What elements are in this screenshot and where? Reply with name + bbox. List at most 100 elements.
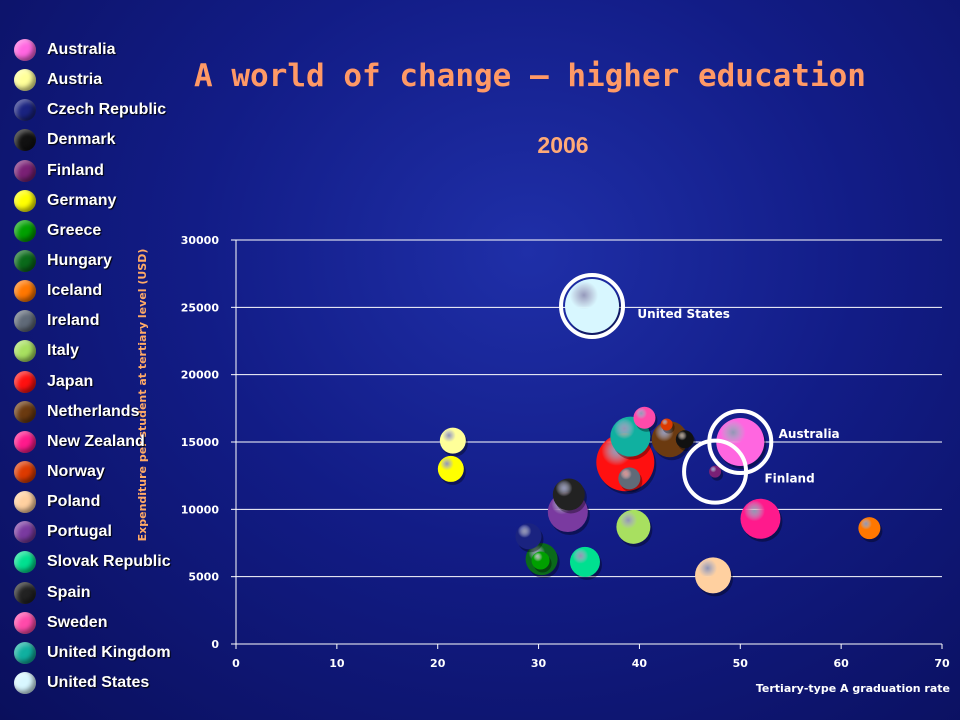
bubble-iceland — [858, 517, 881, 540]
bubble-spain — [552, 478, 585, 511]
legend-label: Norway — [47, 462, 105, 480]
legend-label: Japan — [47, 372, 94, 390]
legend-label: Sweden — [47, 613, 108, 631]
legend-item-italy: Italy — [14, 336, 79, 366]
bubble-italy — [616, 509, 651, 544]
legend-item-austria: Austria — [14, 65, 102, 95]
x-tick-label-70: 70 — [934, 657, 950, 670]
x-axis-label: Tertiary-type A graduation rate — [756, 682, 950, 695]
bubble-ireland — [618, 467, 641, 490]
y-tick-label-10000: 10000 — [181, 503, 220, 516]
x-tick-label-0: 0 — [232, 657, 240, 670]
legend-swatch — [14, 400, 36, 423]
legend-item-netherlands: Netherlands — [14, 397, 139, 427]
y-tick-label-30000: 30000 — [181, 234, 220, 247]
legend-swatch — [14, 99, 36, 122]
legend-swatch — [14, 430, 36, 453]
legend-label: Finland — [47, 161, 104, 179]
bubble-norway — [660, 418, 673, 431]
legend-item-sweden: Sweden — [14, 608, 107, 638]
legend-label: New Zealand — [47, 432, 145, 450]
bubble-netherlands — [651, 421, 688, 458]
legend-swatch — [14, 189, 36, 212]
annotation-finland: Finland — [764, 471, 814, 485]
legend-swatch — [14, 310, 36, 333]
legend-item-greece: Greece — [14, 216, 101, 246]
bubble-australia — [716, 418, 765, 466]
legend-swatch — [14, 460, 36, 483]
bubble-denmark — [675, 430, 694, 449]
legend-label: Slovak Republic — [47, 553, 171, 571]
y-tick-label-15000: 15000 — [181, 436, 220, 449]
legend-swatch — [14, 611, 36, 634]
legend-swatch — [14, 521, 36, 544]
legend-item-czech-republic: Czech Republic — [14, 95, 166, 125]
legend-item-new-zealand: New Zealand — [14, 427, 145, 457]
chart-title: A world of change – higher education — [194, 58, 866, 94]
legend-label: Czech Republic — [47, 101, 167, 119]
x-tick-label-50: 50 — [733, 657, 749, 670]
grid-lines — [236, 239, 942, 578]
legend-swatch — [14, 551, 36, 574]
legend-swatch — [14, 249, 36, 272]
legend-swatch — [14, 39, 36, 61]
x-tick-label-10: 10 — [329, 657, 345, 670]
legend-label: Denmark — [47, 131, 116, 149]
legend-label: Germany — [47, 191, 117, 209]
legend-label: Netherlands — [47, 402, 140, 420]
legend-item-australia: Australia — [14, 35, 115, 65]
legend-swatch — [14, 370, 36, 393]
legend-label: Italy — [47, 342, 80, 360]
y-tick-label-20000: 20000 — [181, 369, 220, 382]
highlight-ring-finland — [682, 438, 749, 505]
legend-item-united-states: United States — [14, 668, 149, 698]
legend-swatch — [14, 129, 36, 152]
legend-item-hungary: Hungary — [14, 246, 112, 276]
annotation-australia: Australia — [779, 427, 840, 441]
x-tick-label-60: 60 — [833, 657, 849, 670]
legend-swatch — [14, 340, 36, 363]
bubble-slovak-republic — [569, 546, 600, 577]
bubbles — [437, 278, 883, 597]
legend-label: Greece — [47, 221, 102, 239]
legend-item-slovak-republic: Slovak Republic — [14, 547, 171, 577]
y-axis-label: Expenditure per student at tertiary leve… — [136, 249, 149, 542]
legend-swatch — [14, 671, 36, 694]
legend-item-portugal: Portugal — [14, 517, 112, 547]
bubble-greece — [531, 551, 550, 570]
legend-label: Hungary — [47, 251, 112, 269]
highlight-rings — [559, 272, 774, 505]
legend-item-norway: Norway — [14, 457, 105, 487]
axes: 0 5000 10000 15000 20000 25000 30000 0 10 20 30 40 5… — [181, 234, 950, 670]
bubble-czech-republic — [515, 523, 542, 550]
legend-item-poland: Poland — [14, 487, 100, 517]
annotations: United States Australia Finland — [637, 307, 839, 485]
legend-swatch — [14, 491, 36, 514]
legend-swatch — [14, 159, 36, 182]
legend-label: United States — [47, 673, 150, 691]
legend-item-japan: Japan — [14, 367, 93, 397]
legend-item-denmark: Denmark — [14, 125, 115, 155]
legend-swatch — [14, 581, 36, 604]
bubble-united-states — [565, 278, 620, 333]
bubble-germany — [437, 455, 464, 482]
legend-swatch — [14, 641, 36, 664]
legend-label: Australia — [47, 41, 116, 58]
legend-label: Portugal — [47, 523, 112, 541]
x-tick-label-20: 20 — [430, 657, 446, 670]
x-tick-label-40: 40 — [632, 657, 648, 670]
legend-label: Poland — [47, 493, 101, 511]
legend-label: Spain — [47, 583, 91, 601]
y-tick-label-25000: 25000 — [181, 301, 220, 314]
bubble-sweden — [633, 406, 656, 429]
y-tick-label-0: 0 — [211, 638, 219, 651]
legend-item-spain: Spain — [14, 578, 91, 608]
legend-label: United Kingdom — [47, 643, 171, 661]
bubble-poland — [695, 557, 732, 594]
legend-item-finland: Finland — [14, 156, 104, 186]
legend-item-germany: Germany — [14, 186, 116, 216]
bubble-new-zealand — [740, 498, 781, 539]
highlight-ring-united-states — [559, 272, 626, 339]
chart-subtitle: 2006 — [537, 132, 589, 158]
